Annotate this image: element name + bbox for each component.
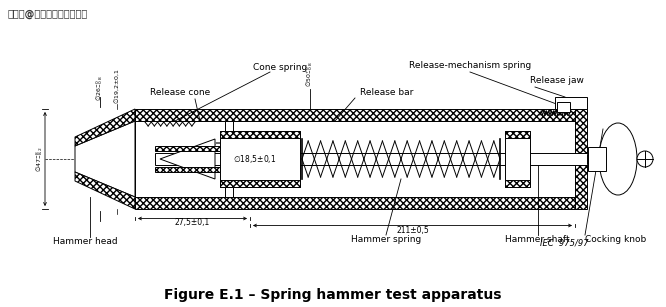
Bar [220, 131, 300, 187]
Text: R=10$^{\ 0}_{-0,1}$: R=10$^{\ 0}_{-0,1}$ [210, 138, 244, 150]
Text: Cocking knob: Cocking knob [585, 235, 646, 244]
Circle shape [637, 151, 653, 167]
Bar [557, 102, 570, 112]
Bar [155, 167, 220, 172]
Bar [505, 131, 530, 187]
Bar [220, 131, 300, 138]
Text: Release bar: Release bar [360, 88, 414, 97]
Ellipse shape [599, 123, 637, 195]
Text: Hammer spring: Hammer spring [351, 235, 421, 244]
Bar [155, 146, 220, 151]
Bar [225, 187, 233, 197]
Bar [135, 109, 575, 121]
Text: Hammer shaft: Hammer shaft [505, 235, 570, 244]
Bar [155, 153, 627, 165]
Text: Release-mechanism spring: Release-mechanism spring [409, 61, 531, 70]
Bar [505, 131, 530, 138]
Text: $\varnothing$26$^{-0}_{-0.8}$: $\varnothing$26$^{-0}_{-0.8}$ [95, 75, 105, 101]
Bar [587, 154, 588, 164]
Text: Release cone: Release cone [150, 88, 210, 97]
Bar [588, 147, 606, 171]
Polygon shape [75, 121, 135, 197]
Text: $\varnothing$19,2±0,1: $\varnothing$19,2±0,1 [113, 68, 121, 104]
Text: $\varnothing$47$^{-8}_{-8.2}$: $\varnothing$47$^{-8}_{-8.2}$ [35, 146, 45, 172]
Bar [555, 97, 587, 109]
Bar [135, 197, 575, 209]
Text: $\varnothing$18,5±0,1: $\varnothing$18,5±0,1 [233, 153, 276, 165]
Bar [505, 180, 530, 187]
Text: 211±0,5: 211±0,5 [396, 226, 429, 235]
Text: Cone spring: Cone spring [253, 63, 307, 72]
Polygon shape [160, 139, 215, 179]
Text: 27,5±0,1: 27,5±0,1 [175, 219, 210, 227]
Bar [225, 121, 233, 131]
Text: $\varnothing$50$^{+0}_{-0.8}$: $\varnothing$50$^{+0}_{-0.8}$ [304, 61, 315, 87]
Bar [575, 109, 587, 209]
Text: Figure E.1 – Spring hammer test apparatus: Figure E.1 – Spring hammer test apparatu… [165, 288, 501, 302]
Polygon shape [75, 172, 135, 209]
Bar [220, 180, 300, 187]
Text: 搜狐号@深圳市能想精密仪器: 搜狐号@深圳市能想精密仪器 [8, 9, 89, 19]
Text: Release jaw: Release jaw [530, 76, 584, 85]
Bar [135, 121, 575, 197]
Text: IEC  975/97: IEC 975/97 [540, 239, 589, 248]
Polygon shape [75, 109, 135, 146]
Text: Hammer head: Hammer head [53, 237, 117, 246]
